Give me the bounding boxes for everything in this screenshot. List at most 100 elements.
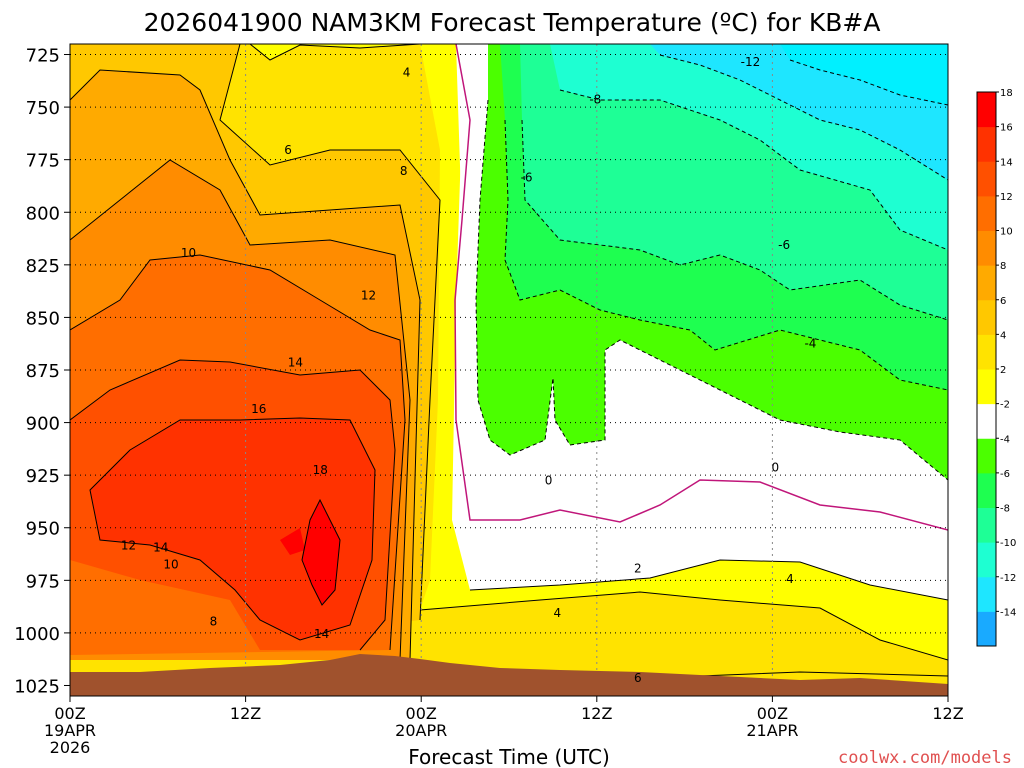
colorbar-swatch: [977, 299, 996, 335]
colorbar-label: 16: [1000, 123, 1013, 134]
contour-line: [419, 591, 948, 661]
contour-label: 6: [634, 671, 642, 685]
x-tick-label: 21APR: [746, 721, 798, 740]
contour-label: -6: [521, 171, 533, 185]
colorbar-swatch: [977, 369, 996, 405]
dashed-contour-line: [789, 59, 948, 106]
contour-line: [249, 44, 421, 61]
temperature-band-fill: [302, 500, 340, 605]
contour-label: 10: [181, 246, 196, 260]
contour-label: -8: [589, 93, 601, 107]
colorbar-label: -4: [1000, 434, 1010, 445]
colorbar-swatch: [977, 611, 996, 647]
colorbar-label: -12: [1000, 573, 1016, 584]
colorbar-label: 12: [1000, 192, 1013, 203]
x-tick-label: 00Z: [54, 704, 85, 723]
terrain-ground: [70, 654, 948, 696]
y-tick-label: 875: [26, 361, 60, 382]
y-tick-label: 800: [26, 203, 60, 224]
y-tick-label: 1000: [14, 624, 60, 645]
contour-label: 8: [400, 164, 408, 178]
colorbar-swatch: [977, 161, 996, 197]
contour-label: 0: [545, 473, 553, 487]
contour-label: 12: [121, 539, 136, 553]
x-tick-label: 00Z: [757, 704, 788, 723]
contour-line: [89, 417, 376, 641]
colorbar-label: -6: [1000, 469, 1010, 480]
contour-label: 10: [163, 557, 178, 571]
contour-label: 4: [403, 65, 411, 79]
contour-label: 4: [786, 572, 794, 586]
y-tick-label: 900: [26, 414, 60, 435]
credit-text: coolwx.com/models: [838, 748, 1012, 768]
contour-label: -6: [778, 238, 790, 252]
contour-label: 2: [634, 562, 642, 576]
colorbar-swatch: [977, 334, 996, 370]
contour-label: -12: [741, 55, 761, 69]
x-axis-label: Forecast Time (UTC): [408, 745, 610, 768]
dashed-contour-line: [475, 99, 948, 481]
colorbar-swatch: [977, 542, 996, 578]
colorbar-label: 14: [1000, 157, 1013, 168]
chart-title: 2026041900 NAM3KM Forecast Temperature (…: [144, 8, 881, 37]
temperature-band-fill: [280, 528, 305, 555]
colorbar-swatch: [977, 92, 996, 128]
contour-line: [301, 498, 341, 606]
x-tick-label: 19APR: [44, 721, 96, 740]
x-tick-label: 20APR: [395, 721, 447, 740]
plot-area: 4 6 8 10 12 14 16 18 12 14 10 8 14 -12 -8 -6 -6 -4 0 0 2 4 4 6: [70, 44, 948, 696]
x-tick-label: 12Z: [932, 704, 963, 723]
contour-label: 14: [314, 627, 329, 641]
y-tick-label: 950: [26, 519, 60, 540]
contour-label: 12: [361, 288, 376, 302]
colorbar-swatch: [977, 438, 996, 474]
y-tick-label: 750: [26, 98, 60, 119]
contour-line: [70, 254, 406, 651]
contour-label: 0: [772, 461, 780, 475]
colorbar-swatch: [977, 126, 996, 162]
temperature-band-fill: [780, 44, 948, 105]
colorbar-label: -14: [1000, 607, 1016, 618]
colorbar-label: 8: [1000, 261, 1006, 272]
contour-line: [70, 69, 421, 661]
contour-line: [70, 359, 396, 651]
contour-label: 18: [313, 463, 328, 477]
colorbar-swatch: [977, 576, 996, 612]
contour-label: 6: [284, 143, 292, 157]
colorbar-label: 6: [1000, 296, 1006, 307]
dashed-contour-line: [559, 89, 948, 251]
colorbar-label: 18: [1000, 88, 1013, 99]
x-tick-label: 2026: [50, 738, 91, 757]
contour-label: -4: [804, 337, 816, 351]
x-tick-label: 12Z: [581, 704, 612, 723]
contour-line: [469, 559, 948, 601]
x-tick-label: 12Z: [230, 704, 261, 723]
dashed-contour-line: [504, 119, 948, 391]
contour-label: 14: [153, 541, 168, 555]
colorbar-label: 4: [1000, 330, 1006, 341]
y-tick-label: 775: [26, 151, 60, 172]
colorbar-label: -10: [1000, 538, 1016, 549]
contour-label: 4: [553, 606, 561, 620]
contour-label: 14: [288, 356, 303, 370]
colorbar-label: 2: [1000, 365, 1006, 376]
colorbar-label: 10: [1000, 227, 1013, 238]
y-tick-label: 925: [26, 466, 60, 487]
y-tick-label: 1025: [14, 676, 60, 697]
colorbar-swatch: [977, 472, 996, 508]
y-tick-label: 850: [26, 308, 60, 329]
colorbar-swatch: [977, 265, 996, 301]
colorbar-swatch: [977, 230, 996, 266]
contour-label: 16: [251, 402, 266, 416]
x-tick-label: 00Z: [406, 704, 437, 723]
colorbar-swatch: [977, 507, 996, 543]
y-tick-label: 825: [26, 256, 60, 277]
colorbar-swatch: [977, 195, 996, 231]
contour-line: [70, 159, 411, 661]
colorbar-label: -8: [1000, 504, 1010, 515]
y-tick-label: 975: [26, 571, 60, 592]
contour-label: 8: [210, 614, 218, 628]
contour-line: [219, 44, 441, 621]
colorbar-swatch: [977, 403, 996, 439]
dashed-contour-line: [521, 119, 948, 321]
